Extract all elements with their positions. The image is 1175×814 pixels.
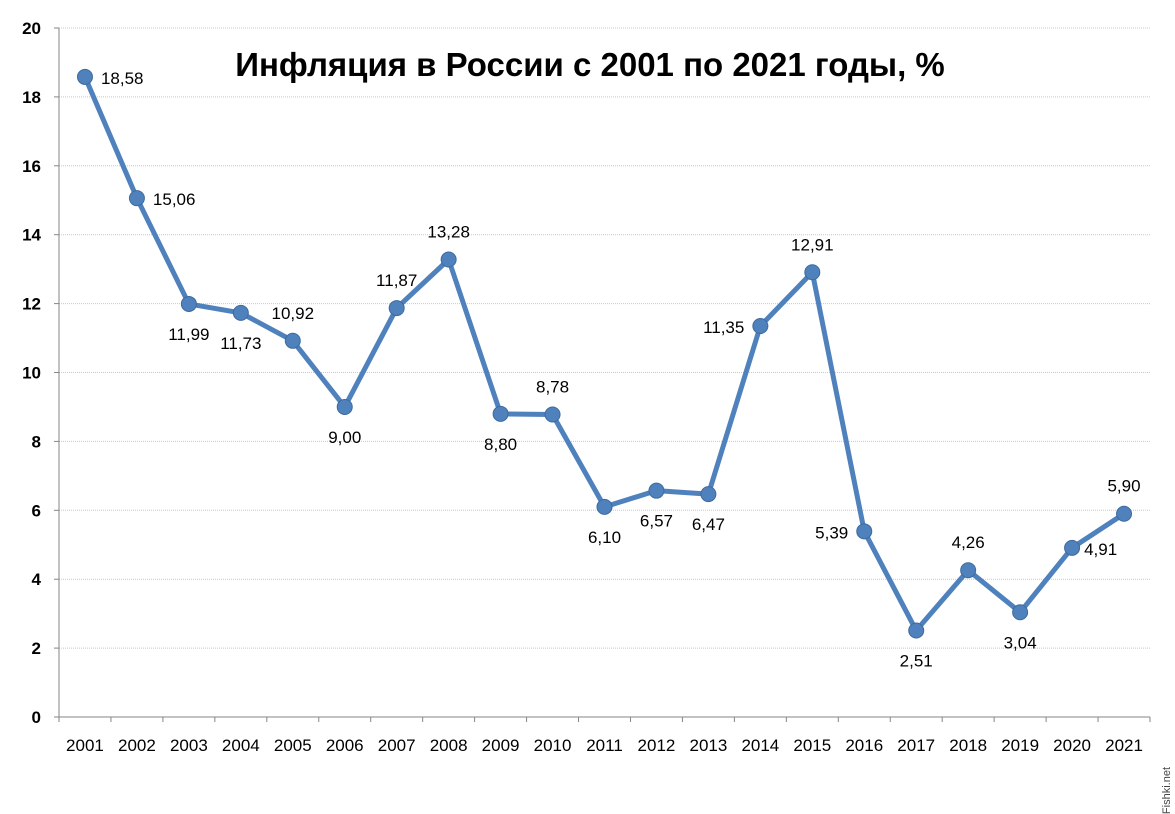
y-tick-label: 14: [22, 226, 41, 245]
x-tick-label: 2003: [170, 736, 208, 755]
data-label: 8,80: [484, 435, 517, 454]
data-point: [960, 562, 977, 579]
y-tick-label: 12: [22, 295, 41, 314]
data-label: 11,73: [220, 334, 261, 353]
data-point: [908, 622, 925, 639]
x-tick-label: 2018: [949, 736, 987, 755]
y-tick-label: 10: [22, 364, 41, 383]
data-point: [544, 406, 561, 423]
x-tick-label: 2014: [741, 736, 779, 755]
y-tick-label: 16: [22, 157, 41, 176]
data-point: [1012, 604, 1029, 621]
data-label: 6,57: [640, 512, 673, 531]
data-label: 8,78: [536, 378, 569, 397]
data-point: [232, 304, 249, 321]
y-axis-ticks: 0 2 4 6 8 10 12 14 16 18 20: [22, 19, 59, 727]
data-point: [1064, 539, 1081, 556]
data-point: [648, 482, 665, 499]
data-label: 11,35: [703, 318, 744, 337]
y-tick-label: 6: [32, 501, 41, 520]
data-label: 4,26: [952, 533, 985, 552]
data-point: [128, 190, 145, 207]
data-label: 13,28: [427, 223, 470, 242]
x-tick-label: 2002: [118, 736, 156, 755]
data-label: 3,04: [1004, 633, 1037, 652]
data-points: [76, 68, 1133, 639]
chart-title: Инфляция в России с 2001 по 2021 годы, %: [235, 46, 945, 83]
data-point: [284, 332, 301, 349]
data-point: [76, 68, 93, 85]
chart-container: 0 2 4 6 8 10 12 14 16 18 20 2001 2002 2003 2004 2005 200…: [22, 19, 1173, 814]
x-tick-label: 2012: [638, 736, 676, 755]
data-label: 11,87: [376, 271, 417, 290]
x-tick-label: 2007: [378, 736, 416, 755]
data-point: [1116, 505, 1133, 522]
y-tick-label: 4: [32, 570, 42, 589]
x-tick-label: 2015: [793, 736, 831, 755]
x-tick-label: 2019: [1001, 736, 1039, 755]
data-label: 2,51: [900, 652, 933, 671]
data-point: [336, 398, 353, 415]
data-label: 5,90: [1107, 477, 1140, 496]
x-tick-label: 2009: [482, 736, 520, 755]
data-point: [492, 405, 509, 422]
data-point: [804, 264, 821, 281]
data-label: 10,92: [272, 304, 315, 323]
x-tick-label: 2013: [689, 736, 727, 755]
data-label: 9,00: [328, 428, 361, 447]
y-tick-label: 8: [32, 432, 41, 451]
data-label: 6,10: [588, 528, 621, 547]
x-axis-ticks: 2001 2002 2003 2004 2005 2006 2007 2008 2009 2010…: [58, 717, 1151, 755]
data-label: 12,91: [791, 235, 834, 254]
x-tick-label: 2005: [274, 736, 312, 755]
x-tick-label: 2011: [586, 736, 623, 755]
data-label: 18,58: [101, 69, 144, 88]
data-labels: 18,58 15,06 11,99 11,73 10,92 9,00 11,87 13,28 8…: [101, 69, 1141, 671]
data-point: [752, 317, 769, 334]
y-tick-label: 18: [22, 88, 41, 107]
watermark-text: Fishki.net: [1161, 767, 1173, 814]
x-tick-label: 2006: [326, 736, 364, 755]
data-label: 6,47: [692, 515, 725, 534]
y-tick-label: 0: [32, 708, 41, 727]
x-tick-label: 2017: [897, 736, 935, 755]
data-point: [700, 486, 717, 503]
y-tick-label: 2: [32, 639, 41, 658]
x-tick-label: 2021: [1105, 736, 1143, 755]
x-tick-label: 2008: [430, 736, 468, 755]
data-point: [440, 251, 457, 268]
y-tick-label: 20: [22, 19, 41, 38]
x-tick-label: 2020: [1053, 736, 1091, 755]
data-label: 15,06: [153, 190, 196, 209]
data-point: [596, 498, 613, 515]
x-tick-label: 2001: [66, 736, 104, 755]
data-point: [856, 523, 873, 540]
x-tick-label: 2016: [845, 736, 883, 755]
data-label: 11,99: [168, 325, 209, 344]
data-point: [388, 300, 405, 317]
data-point: [180, 295, 197, 312]
data-label: 5,39: [815, 523, 848, 542]
x-tick-label: 2004: [222, 736, 260, 755]
x-tick-label: 2010: [534, 736, 572, 755]
data-label: 4,91: [1084, 540, 1117, 559]
